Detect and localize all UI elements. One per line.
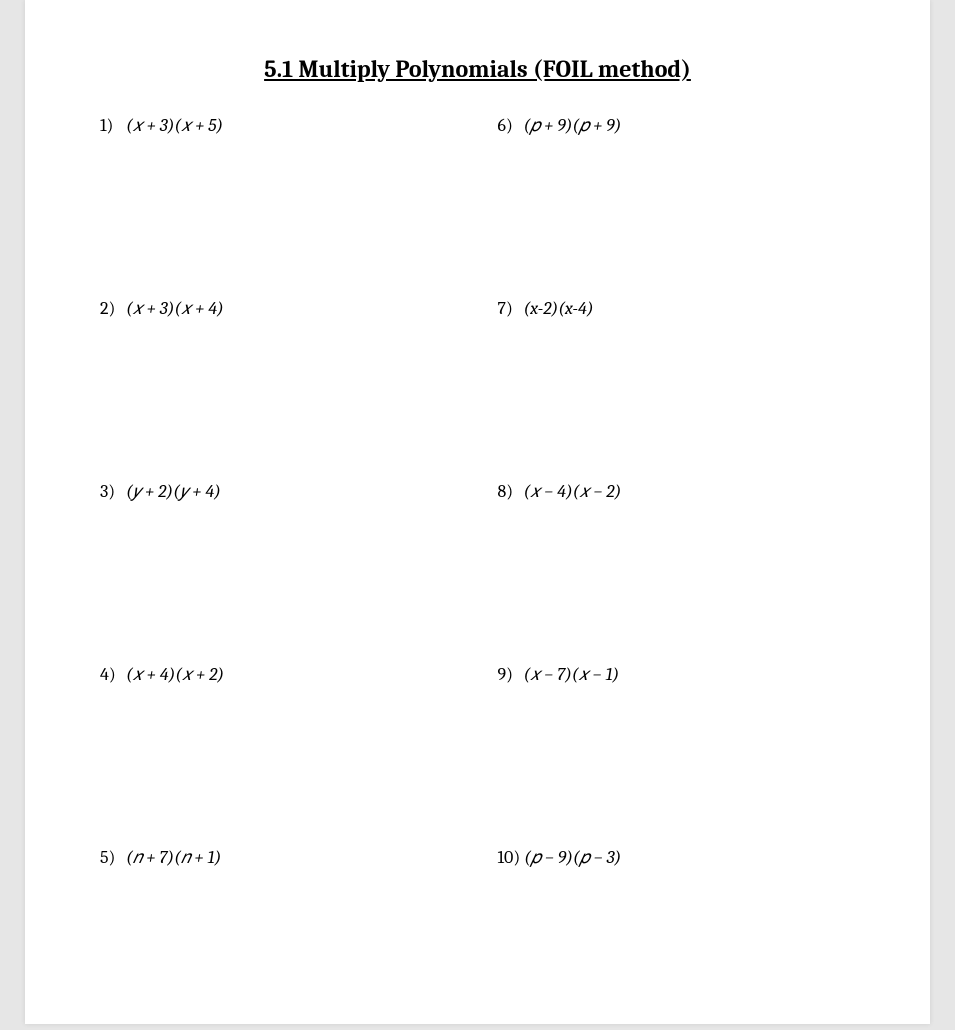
- problem-number: 4): [100, 664, 122, 685]
- problem-number: 2): [100, 298, 122, 319]
- problems-left-column: 1) (𝑥 + 3)(𝑥 + 5) 2) (𝑥 + 3)(𝑥 + 4) 3) (…: [100, 115, 458, 1030]
- problem-number: 6): [498, 115, 520, 136]
- problem-5: 5) (𝑛 + 7)(𝑛 + 1): [100, 847, 458, 868]
- problem-number: 1): [100, 115, 122, 136]
- problem-6: 6) (𝑝 + 9)(𝑝 + 9): [498, 115, 856, 136]
- problem-number: 9): [498, 664, 520, 685]
- problem-2: 2) (𝑥 + 3)(𝑥 + 4): [100, 298, 458, 319]
- problem-10: 10) (𝑝 − 9)(𝑝 − 3): [498, 847, 856, 868]
- problem-expression: (x-2)(x-4): [523, 298, 593, 319]
- problem-expression: (𝑥 − 4)(𝑥 − 2): [523, 481, 621, 502]
- worksheet-page: 5.1 Multiply Polynomials (FOIL method) 1…: [25, 0, 930, 1024]
- problem-expression: (𝑛 + 7)(𝑛 + 1): [126, 847, 221, 868]
- problem-number: 5): [100, 847, 122, 868]
- problem-number: 10): [498, 847, 521, 868]
- problem-9: 9) (𝑥 − 7)(𝑥 − 1): [498, 664, 856, 685]
- problem-expression: (𝑦 + 2)(𝑦 + 4): [126, 481, 221, 502]
- problem-expression: (𝑥 − 7)(𝑥 − 1): [523, 664, 619, 685]
- problem-4: 4) (𝑥 + 4)(𝑥 + 2): [100, 664, 458, 685]
- problem-expression: (𝑥 + 4)(𝑥 + 2): [126, 664, 224, 685]
- problem-expression: (𝑥 + 3)(𝑥 + 4): [126, 298, 224, 319]
- problem-expression: (𝑝 + 9)(𝑝 + 9): [523, 115, 621, 136]
- problem-expression: (𝑝 − 9)(𝑝 − 3): [524, 847, 621, 868]
- problem-3: 3) (𝑦 + 2)(𝑦 + 4): [100, 481, 458, 502]
- problem-number: 3): [100, 481, 122, 502]
- problem-number: 7): [498, 298, 520, 319]
- problems-right-column: 6) (𝑝 + 9)(𝑝 + 9) 7) (x-2)(x-4) 8) (𝑥 − …: [498, 115, 856, 1030]
- page-title: 5.1 Multiply Polynomials (FOIL method): [100, 55, 855, 83]
- problem-8: 8) (𝑥 − 4)(𝑥 − 2): [498, 481, 856, 502]
- problem-1: 1) (𝑥 + 3)(𝑥 + 5): [100, 115, 458, 136]
- problem-7: 7) (x-2)(x-4): [498, 298, 856, 319]
- problem-number: 8): [498, 481, 520, 502]
- problem-expression: (𝑥 + 3)(𝑥 + 5): [126, 115, 223, 136]
- problems-grid: 1) (𝑥 + 3)(𝑥 + 5) 2) (𝑥 + 3)(𝑥 + 4) 3) (…: [100, 115, 855, 1030]
